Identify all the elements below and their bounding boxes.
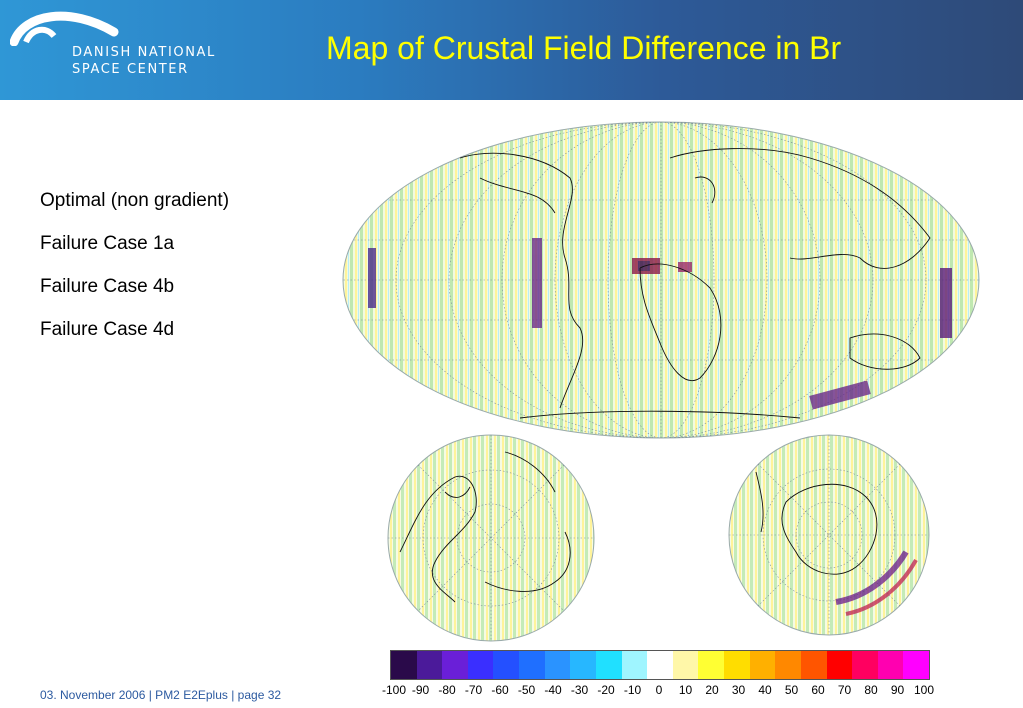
colorbar-tick-label: -80 bbox=[438, 683, 456, 697]
colorbar-segment bbox=[647, 651, 674, 679]
colorbar-tick-label: -40 bbox=[544, 683, 562, 697]
colorbar-segment bbox=[467, 651, 494, 679]
world-map bbox=[342, 121, 980, 439]
colorbar-segment bbox=[621, 651, 648, 679]
colorbar-segment bbox=[749, 651, 776, 679]
case-item-1a: Failure Case 1a bbox=[40, 233, 175, 254]
colorbar-tick-label: -100 bbox=[381, 683, 407, 697]
org-name: DANISH NATIONAL SPACE CENTER bbox=[72, 44, 216, 78]
colorbar-segment bbox=[724, 651, 751, 679]
colorbar-segment bbox=[595, 651, 623, 679]
colorbar-tick-labels: -100 -90 -80 -70 -60 -50 -40 -30 -20 -10 0 10 20 30 40… bbox=[372, 683, 947, 699]
header-banner: DANISH NATIONAL SPACE CENTER Map of Crus… bbox=[0, 0, 1023, 100]
colorbar-segment bbox=[493, 651, 520, 679]
colorbar-tick-label: -60 bbox=[491, 683, 509, 697]
colorbar-segment bbox=[544, 651, 571, 679]
colorbar-tick-label: -10 bbox=[623, 683, 642, 697]
colorbar-segment bbox=[672, 651, 699, 679]
case-item-4d: Failure Case 4d bbox=[40, 319, 175, 340]
colorbar-segment bbox=[826, 651, 853, 679]
colorbar-tick-label: 70 bbox=[837, 683, 852, 697]
case-list: Optimal (non gradient) Failure Case 1a F… bbox=[40, 190, 229, 362]
colorbar-segment bbox=[442, 651, 469, 679]
colorbar-segment bbox=[903, 651, 930, 679]
colorbar-segment bbox=[391, 651, 418, 679]
colorbar-segment bbox=[698, 651, 725, 679]
org-name-line1: DANISH NATIONAL bbox=[72, 45, 216, 60]
colorbar-tick-label: -20 bbox=[597, 683, 615, 697]
colorbar bbox=[390, 650, 930, 680]
colorbar-tick-label: 0 bbox=[655, 683, 663, 697]
colorbar-tick-label: -50 bbox=[517, 683, 536, 697]
colorbar-tick-label: 10 bbox=[678, 683, 693, 697]
colorbar-segment bbox=[775, 651, 802, 679]
colorbar-segment bbox=[852, 651, 879, 679]
org-name-line2: SPACE CENTER bbox=[72, 62, 189, 77]
colorbar-segment bbox=[416, 651, 443, 679]
colorbar-tick-label: 30 bbox=[731, 683, 746, 697]
dnsc-logo-icon bbox=[10, 11, 119, 46]
colorbar-tick-label: 90 bbox=[890, 683, 905, 697]
colorbar-tick-label: 40 bbox=[758, 683, 772, 697]
colorbar-tick-label: 20 bbox=[705, 683, 719, 697]
slide-title: Map of Crustal Field Difference in Br bbox=[326, 30, 842, 66]
colorbar-tick-label: -70 bbox=[464, 683, 483, 697]
south-polar-map bbox=[728, 434, 930, 636]
case-item-4b: Failure Case 4b bbox=[40, 276, 175, 297]
colorbar-tick-label: 50 bbox=[784, 683, 799, 697]
colorbar-segment bbox=[519, 651, 546, 679]
colorbar-tick-label: 80 bbox=[864, 683, 878, 697]
colorbar-tick-label: -90 bbox=[411, 683, 430, 697]
case-item-optimal: Optimal (non gradient) bbox=[40, 190, 230, 211]
colorbar-segment bbox=[570, 651, 597, 679]
north-polar-map bbox=[387, 434, 595, 642]
footer-text: 03. November 2006 | PM2 E2Eplus | page 3… bbox=[40, 688, 282, 702]
colorbar-segment bbox=[800, 651, 827, 679]
colorbar-tick-label: 60 bbox=[811, 683, 825, 697]
colorbar-segment bbox=[877, 651, 904, 679]
colorbar-tick-label: 100 bbox=[913, 683, 935, 697]
colorbar-tick-label: -30 bbox=[570, 683, 589, 697]
